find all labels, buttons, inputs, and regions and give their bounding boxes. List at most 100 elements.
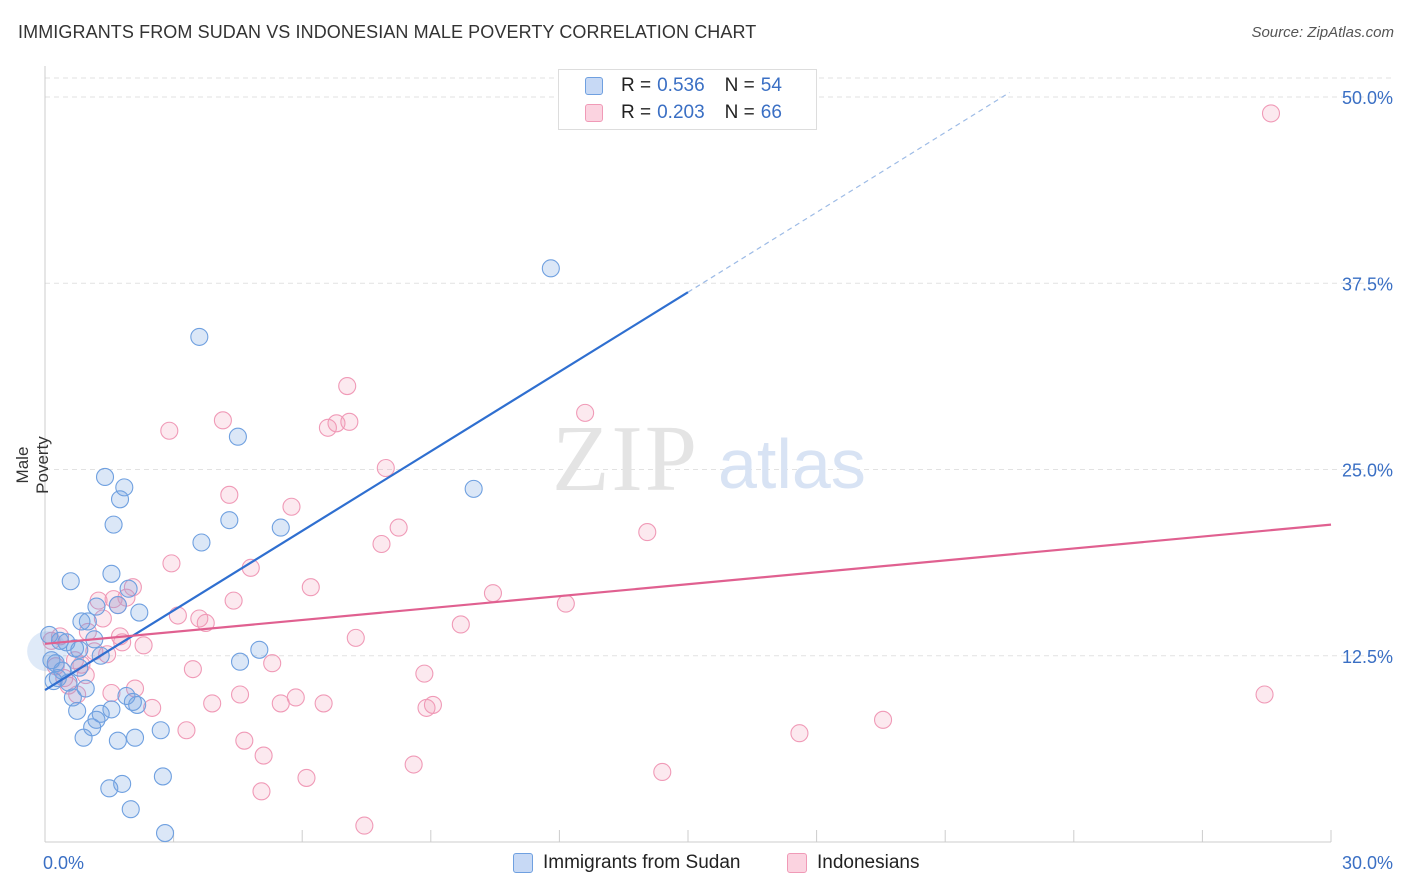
data-point-indonesians	[252, 782, 271, 801]
data-point-sudan	[464, 479, 483, 498]
data-point-indonesians	[102, 683, 121, 703]
data-point-indonesians	[483, 584, 503, 603]
data-cluster-sudan	[27, 631, 68, 672]
data-point-indonesians	[76, 666, 95, 685]
data-point-sudan	[151, 721, 170, 740]
data-point-indonesians	[297, 768, 316, 787]
data-point-indonesians	[196, 613, 215, 633]
data-point-sudan	[110, 490, 130, 509]
data-point-indonesians	[263, 654, 282, 673]
data-point-indonesians	[576, 403, 595, 422]
correlation-legend: R = 0.536 N = 54 R = 0.203 N = 66	[558, 69, 817, 130]
data-point-indonesians	[338, 377, 357, 396]
y-tick-label: 12.5%	[1342, 647, 1393, 667]
data-point-indonesians	[254, 746, 273, 765]
data-point-indonesians	[1261, 104, 1281, 123]
data-point-sudan	[220, 511, 239, 530]
x-tick-label: 0.0%	[43, 853, 84, 873]
data-point-sudan	[102, 564, 121, 583]
data-point-indonesians	[282, 497, 301, 516]
legend-r-label: R =	[621, 75, 652, 96]
series-legend: Immigrants from Sudan Indonesians	[0, 852, 1406, 876]
legend-swatch-sudan	[513, 853, 533, 873]
data-point-indonesians	[873, 710, 893, 729]
data-point-sudan	[61, 572, 80, 591]
data-point-indonesians	[220, 485, 239, 504]
y-axis-label: Male Poverty	[13, 436, 52, 494]
legend-n-label: N =	[724, 75, 755, 96]
data-point-indonesians	[235, 731, 254, 750]
data-point-sudan	[250, 640, 269, 659]
legend-swatch-indonesians	[585, 104, 603, 122]
data-point-indonesians	[372, 534, 391, 554]
data-point-indonesians	[168, 606, 187, 625]
watermark-zip: ZIP	[552, 407, 699, 511]
data-point-indonesians	[423, 695, 442, 714]
data-point-indonesians	[404, 755, 423, 774]
data-point-indonesians	[346, 628, 365, 647]
watermark-atlas: atlas	[718, 425, 866, 503]
legend-item-sudan[interactable]: Immigrants from Sudan	[513, 852, 740, 874]
data-point-sudan	[46, 654, 65, 673]
trendline-sudan	[44, 291, 689, 691]
data-point-sudan	[87, 597, 106, 616]
legend-swatch-indonesians	[787, 853, 807, 873]
legend-r-label: R =	[621, 102, 652, 123]
legend-label-indonesians: Indonesians	[817, 852, 920, 873]
data-point-indonesians	[134, 636, 153, 655]
data-point-sudan	[104, 515, 123, 534]
data-point-sudan	[108, 731, 127, 750]
data-point-sudan	[271, 518, 290, 537]
legend-row-sudan: R = 0.536 N = 54	[585, 74, 782, 98]
data-point-sudan	[190, 327, 209, 346]
legend-r-value: 0.536	[657, 75, 705, 96]
data-point-indonesians	[638, 523, 657, 542]
data-point-sudan	[63, 688, 82, 707]
data-point-sudan	[76, 679, 95, 698]
legend-row-indonesians: R = 0.203 N = 66	[585, 101, 782, 125]
data-point-sudan	[108, 596, 127, 615]
data-point-sudan	[91, 704, 110, 723]
data-point-sudan	[113, 774, 132, 793]
data-point-sudan	[130, 603, 149, 622]
legend-n-label: N =	[724, 102, 755, 123]
data-point-indonesians	[318, 418, 337, 437]
legend-n-value: 54	[760, 75, 782, 96]
data-point-sudan	[121, 800, 140, 819]
data-point-indonesians	[451, 615, 470, 634]
x-tick-label: 30.0%	[1342, 853, 1393, 873]
data-point-indonesians	[790, 724, 809, 743]
legend-n-value: 66	[760, 102, 782, 123]
legend-swatch-sudan	[585, 77, 603, 95]
data-point-sudan	[119, 579, 138, 598]
data-point-sudan	[70, 640, 89, 659]
data-point-sudan	[192, 533, 211, 552]
data-point-indonesians	[213, 411, 232, 430]
legend-r-value: 0.203	[657, 102, 705, 123]
data-point-indonesians	[556, 594, 575, 613]
trendline-sudan-extrapolated	[687, 92, 1010, 293]
data-point-indonesians	[224, 591, 243, 610]
data-point-sudan	[541, 259, 560, 278]
data-point-indonesians	[203, 694, 222, 713]
data-point-sudan	[95, 467, 115, 487]
data-point-indonesians	[389, 518, 408, 537]
data-point-indonesians	[314, 694, 333, 713]
data-point-indonesians	[143, 698, 162, 717]
data-point-indonesians	[301, 578, 320, 597]
data-point-indonesians	[340, 412, 359, 431]
legend-item-indonesians[interactable]: Indonesians	[787, 852, 919, 874]
data-point-indonesians	[286, 688, 305, 707]
data-point-indonesians	[653, 762, 672, 782]
y-tick-label: 25.0%	[1342, 461, 1393, 481]
legend-label-sudan: Immigrants from Sudan	[543, 852, 741, 873]
data-point-indonesians	[355, 816, 374, 835]
trendline-indonesians	[44, 523, 1332, 645]
data-point-sudan	[128, 695, 147, 714]
data-point-indonesians	[177, 721, 196, 740]
data-point-sudan	[153, 767, 172, 786]
data-point-indonesians	[183, 660, 202, 679]
data-point-sudan	[78, 612, 97, 631]
data-point-sudan	[155, 824, 175, 843]
